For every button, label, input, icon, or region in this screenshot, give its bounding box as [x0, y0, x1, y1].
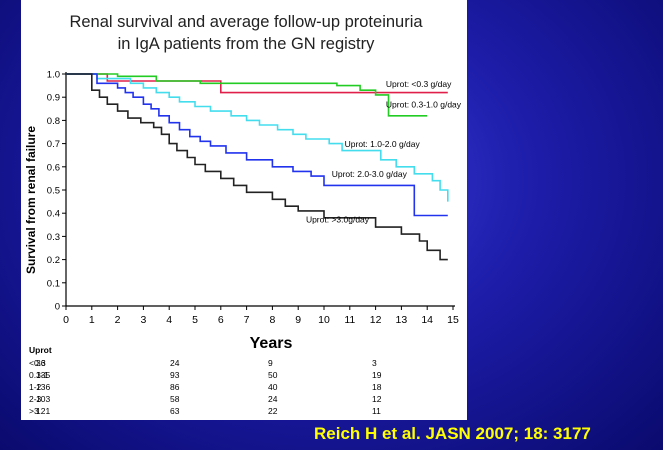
- risk-table-cell: 9: [268, 358, 273, 368]
- series-annotation: Uprot: <0.3 g/day: [386, 79, 452, 89]
- y-tick-label: 0.4: [47, 209, 60, 220]
- series-annotation: Uprot: >3.0g/day: [306, 214, 370, 224]
- y-tick-label: 0.2: [47, 255, 60, 266]
- y-tick-label: 0.8: [47, 116, 60, 127]
- risk-table-header: Uprot: [29, 345, 52, 355]
- x-tick-label: 15: [447, 314, 459, 326]
- risk-table-row-label: 2-3: [29, 394, 42, 404]
- risk-table-cell: 135: [36, 370, 50, 380]
- y-tick-label: 0: [55, 302, 60, 313]
- risk-table-cell: 103: [36, 394, 50, 404]
- x-tick-label: 4: [166, 314, 172, 326]
- y-tick-label: 0.3: [47, 232, 60, 243]
- survival-chart: Renal survival and average follow-up pro…: [24, 13, 462, 416]
- risk-table-cell: 58: [170, 394, 180, 404]
- risk-table-cell: 19: [372, 370, 382, 380]
- y-tick-label: 0.6: [47, 162, 60, 173]
- x-axis-label: Years: [250, 335, 293, 352]
- risk-table-cell: 40: [268, 382, 278, 392]
- risk-table-cell: 136: [36, 382, 50, 392]
- risk-table-cell: 63: [170, 406, 180, 416]
- y-tick-label: 0.7: [47, 139, 60, 150]
- risk-table-cell: 18: [372, 382, 382, 392]
- risk-table-cell: 93: [170, 370, 180, 380]
- x-tick-label: 13: [396, 314, 408, 326]
- y-tick-label: 0.1: [47, 278, 60, 289]
- series-line: [66, 73, 448, 261]
- y-tick-label: 0.5: [47, 186, 60, 197]
- series-annotation: Uprot: 0.3-1.0 g/day: [386, 100, 462, 110]
- x-tick-label: 11: [344, 314, 355, 326]
- x-tick-label: 9: [295, 314, 301, 326]
- risk-table-cell: 22: [268, 406, 278, 416]
- risk-table-cell: 36: [36, 358, 46, 368]
- risk-table-cell: 11: [372, 406, 381, 416]
- risk-table-cell: 86: [170, 382, 180, 392]
- risk-table-row-label: <0.3: [29, 358, 46, 368]
- y-tick-label: 0.9: [47, 93, 60, 104]
- series-line: [66, 73, 449, 202]
- x-tick-label: 1: [89, 314, 95, 326]
- x-tick-label: 7: [244, 314, 250, 326]
- risk-table-row-label: 0.3-1: [29, 370, 49, 380]
- risk-table-cell: 3: [372, 358, 377, 368]
- series-annotation: Uprot: 2.0-3.0 g/day: [332, 169, 408, 179]
- x-tick-label: 3: [140, 314, 146, 326]
- risk-table-cell: 12: [372, 394, 382, 404]
- x-tick-label: 12: [370, 314, 382, 326]
- risk-table-cell: 24: [170, 358, 180, 368]
- series-annotation: Uprot: 1.0-2.0 g/day: [345, 139, 421, 149]
- chart-title-line: in IgA patients from the GN registry: [118, 35, 376, 53]
- risk-table-row-label: >3: [29, 406, 39, 416]
- risk-table-row-label: 1-2: [29, 382, 42, 392]
- series-line: [66, 73, 428, 117]
- x-tick-label: 5: [192, 314, 198, 326]
- y-tick-label: 1.0: [47, 70, 60, 81]
- x-tick-label: 10: [318, 314, 330, 326]
- y-axis-label: Survival from renal failure: [24, 126, 38, 274]
- citation: Reich H et al. JASN 2007; 18: 3177: [314, 424, 591, 443]
- slide-panel: Renal survival and average follow-up pro…: [21, 0, 467, 420]
- risk-table-cell: 24: [268, 394, 278, 404]
- chart-title-line: Renal survival and average follow-up pro…: [69, 13, 423, 31]
- series-line: [66, 73, 448, 217]
- x-tick-label: 2: [115, 314, 121, 326]
- x-tick-label: 0: [63, 314, 69, 326]
- risk-table-cell: 121: [36, 406, 50, 416]
- x-tick-label: 8: [269, 314, 275, 326]
- x-tick-label: 6: [218, 314, 224, 326]
- x-tick-label: 14: [421, 314, 433, 326]
- risk-table-cell: 50: [268, 370, 278, 380]
